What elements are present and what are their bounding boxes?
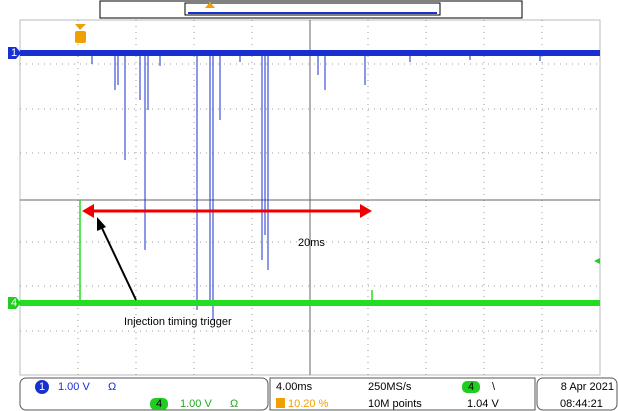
channel-1-coupling: Ω <box>108 381 116 393</box>
channel-4-badge <box>150 398 168 410</box>
trigger-position-marker <box>75 31 86 43</box>
trigger-slope: \ <box>492 381 496 393</box>
time: 08:44:21 <box>560 398 603 410</box>
channel-1-marker <box>8 47 21 59</box>
channel-4-badge-label: 4 <box>156 398 162 410</box>
channel-1-marker-label: 1 <box>11 47 17 59</box>
channel-1-badge-label: 1 <box>39 381 45 393</box>
channel-4-scale: 1.00 V <box>180 398 212 410</box>
channel-1-scale: 1.00 V <box>58 381 90 393</box>
channel-1-badge <box>35 380 49 394</box>
channel-1-trace <box>20 50 600 320</box>
pointer-arrow <box>97 217 137 301</box>
sample-rate: 250MS/s <box>368 381 412 393</box>
datetime-panel <box>536 377 618 411</box>
channel-4-trace <box>20 200 600 306</box>
record-length: 10M points <box>368 398 422 410</box>
channel-4-marker-label: 4 <box>11 297 17 309</box>
trigger-channel: 4 <box>468 381 474 393</box>
interval-label: 20ms <box>298 237 325 249</box>
record-trigger-marker <box>205 2 215 8</box>
trigger-channel-badge <box>462 381 480 393</box>
channel-panel <box>19 377 269 411</box>
trigger-level: 1.04 V <box>467 398 499 410</box>
graticule <box>19 19 601 376</box>
trigger-position-arrow <box>75 24 86 30</box>
date: 8 Apr 2021 <box>561 381 614 393</box>
channel-4-coupling: Ω <box>230 398 238 410</box>
interval-arrow <box>82 204 372 218</box>
annotation-label: Injection timing trigger <box>124 316 232 328</box>
timebase-panel <box>269 377 536 411</box>
trigger-level-marker <box>594 258 600 264</box>
horizontal-scale: 4.00ms <box>276 381 313 393</box>
channel-4-marker <box>8 297 21 309</box>
trigger-position-icon <box>276 398 285 408</box>
trigger-position: 10.20 % <box>288 398 329 410</box>
